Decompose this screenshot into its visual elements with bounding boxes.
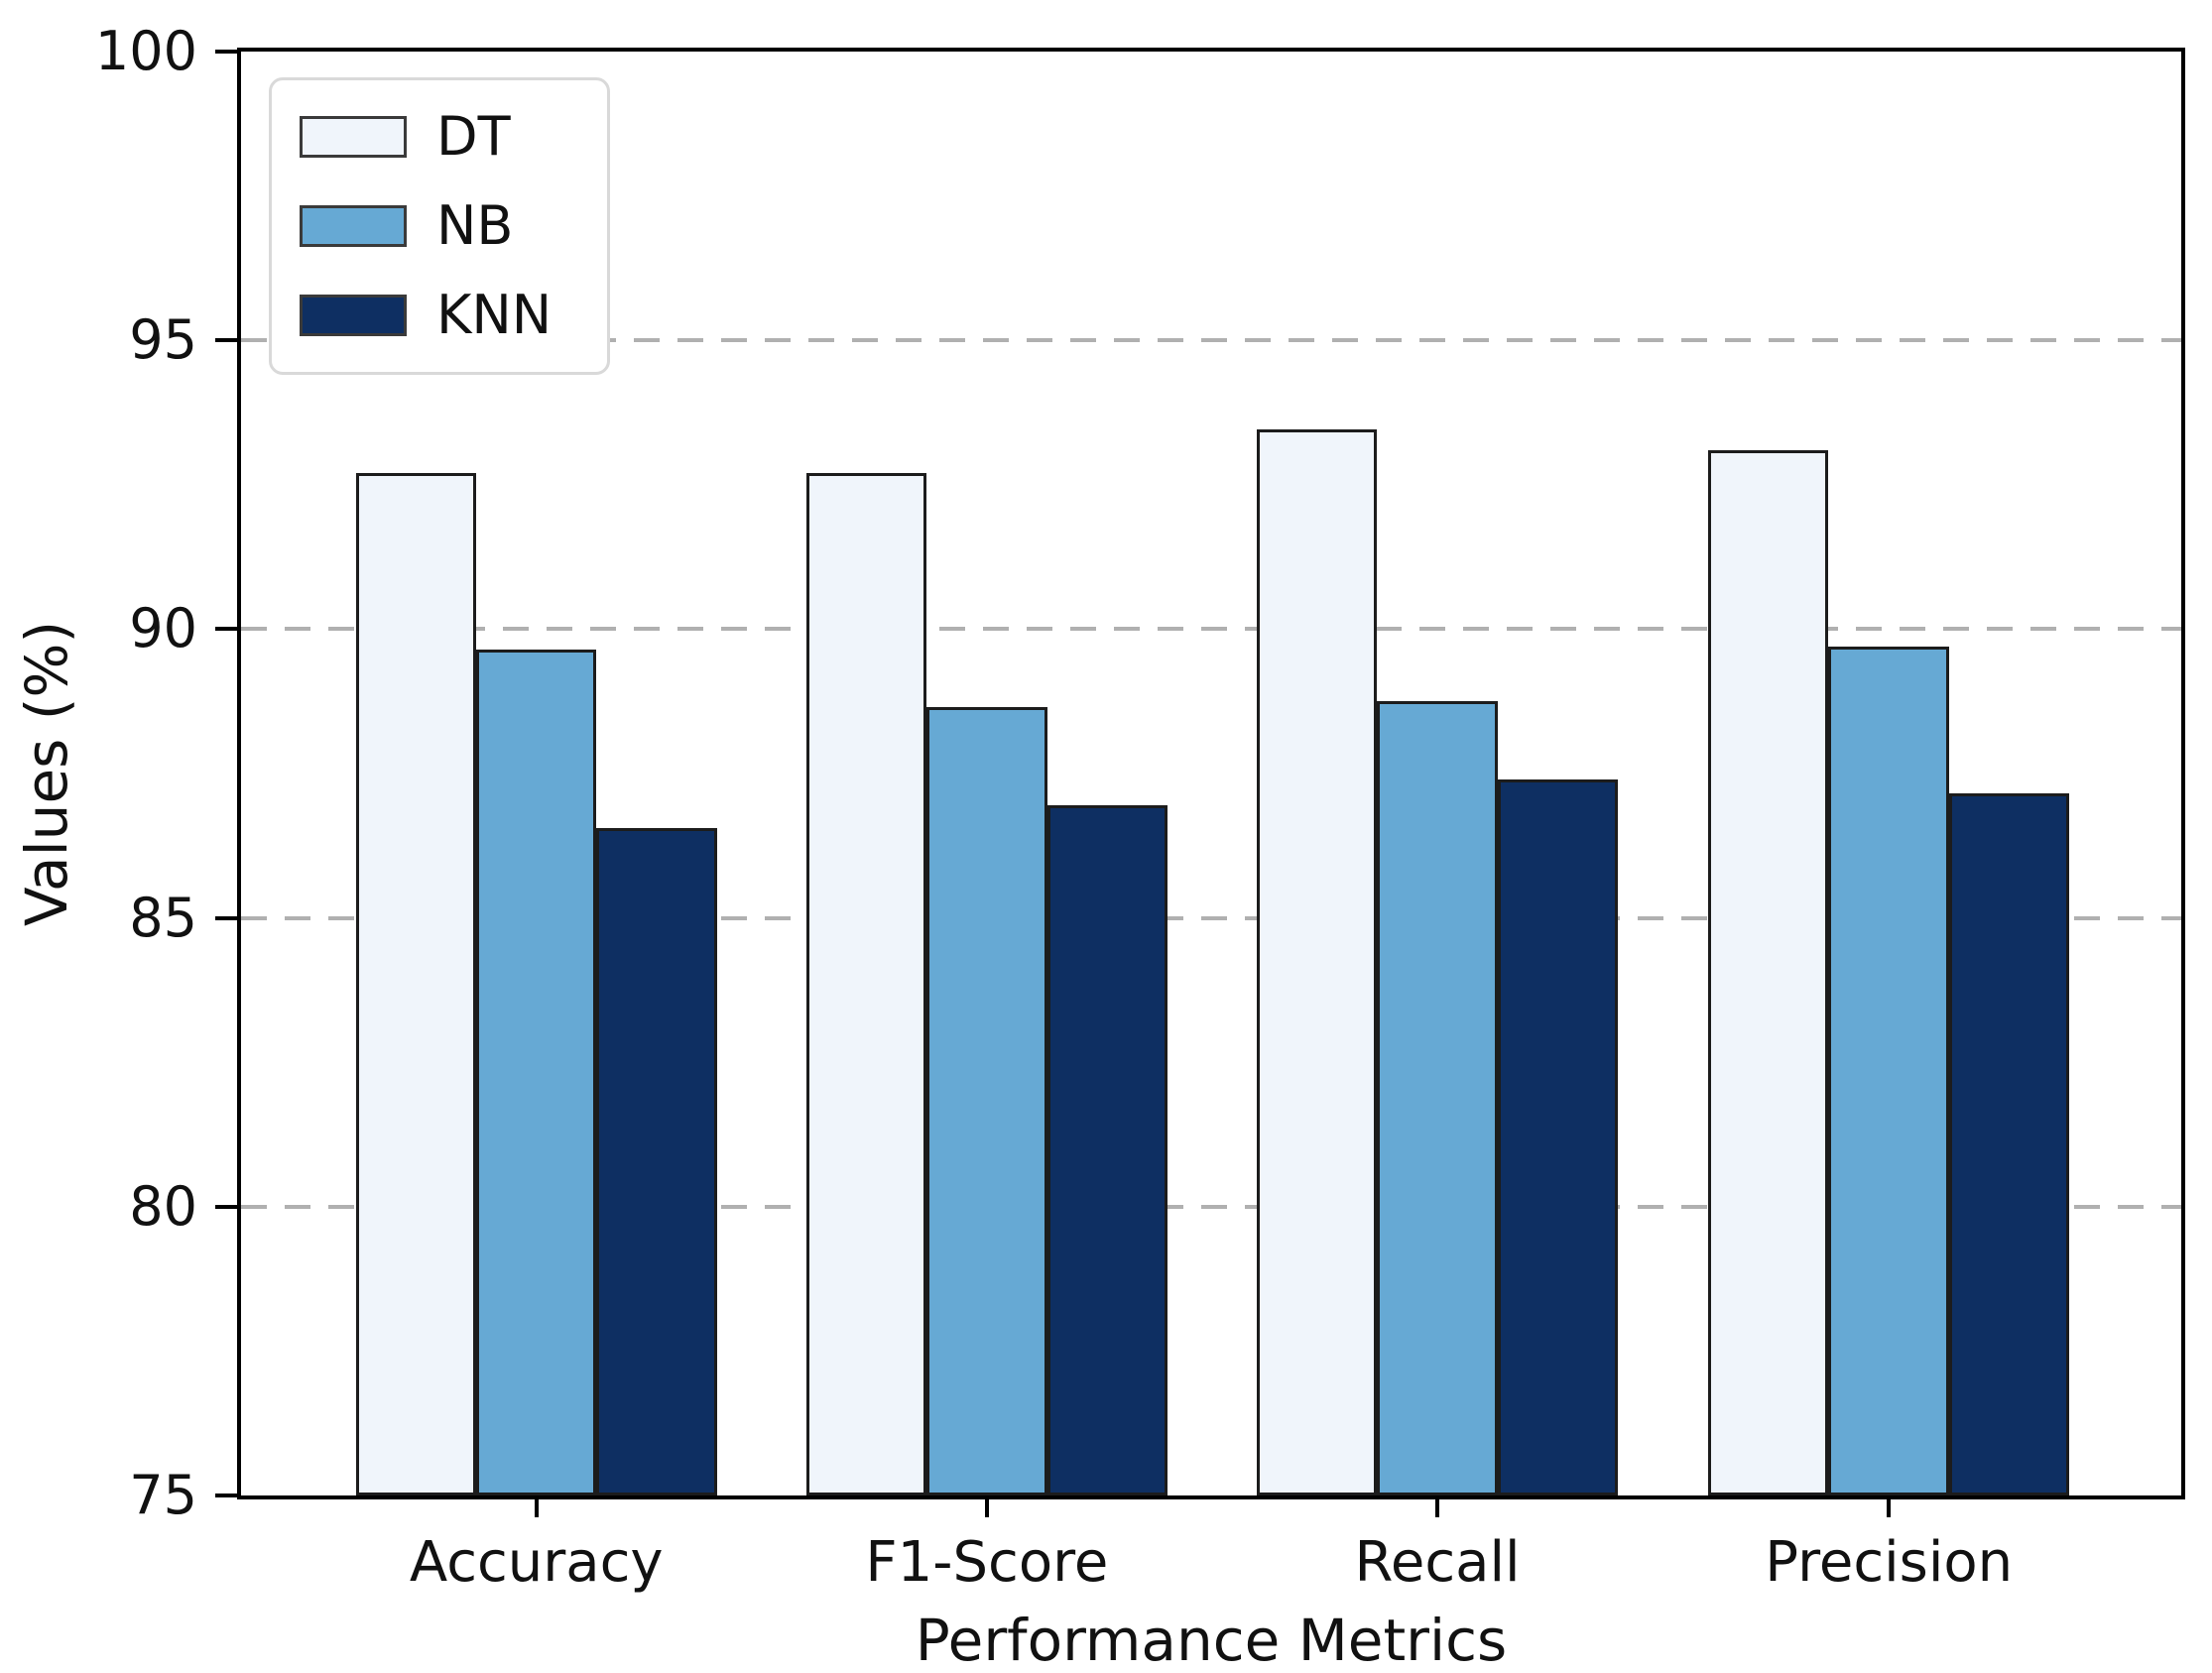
y-tick-80 — [215, 1204, 237, 1209]
legend-item-dt: DT — [300, 110, 552, 164]
y-tick-95 — [215, 338, 237, 343]
y-tick-100 — [215, 50, 237, 54]
legend-item-nb: NB — [300, 199, 552, 253]
bar-nb-precision — [1828, 646, 1949, 1495]
y-tick-label-95: 95 — [129, 308, 197, 372]
y-tick-85 — [215, 915, 237, 920]
x-tick-accuracy — [534, 1495, 539, 1517]
y-gridline-90 — [241, 627, 2181, 632]
x-tick-label-recall: Recall — [1354, 1530, 1521, 1595]
bar-nb-recall — [1377, 701, 1498, 1495]
bar-knn-accuracy — [596, 828, 717, 1495]
legend-label-dt: DT — [436, 105, 511, 168]
y-tick-label-75: 75 — [129, 1464, 197, 1526]
bar-dt-accuracy — [355, 473, 476, 1495]
x-tick-recall — [1435, 1495, 1440, 1517]
x-tick-label-accuracy: Accuracy — [409, 1530, 664, 1595]
x-tick-f1-score — [984, 1495, 989, 1517]
y-tick-label-80: 80 — [129, 1174, 197, 1238]
y-axis-label: Values (%) — [13, 620, 80, 927]
bar-nb-accuracy — [475, 649, 597, 1495]
plot-area: 75 80 85 90 95 100 Accuracy F1-Score Recall Prec… — [13, 25, 2185, 1673]
legend-label-knn: KNN — [436, 284, 553, 346]
y-tick-label-90: 90 — [129, 597, 197, 660]
legend-swatch-nb — [300, 205, 407, 247]
x-tick-label-precision: Precision — [1765, 1530, 2014, 1595]
bar-knn-recall — [1497, 778, 1619, 1495]
y-tick-90 — [215, 627, 237, 632]
y-tick-label-100: 100 — [94, 20, 197, 82]
bar-dt-recall — [1256, 429, 1378, 1495]
x-axis-label: Performance Metrics — [915, 1607, 1508, 1673]
legend: DT NB KNN — [269, 77, 611, 375]
y-tick-label-85: 85 — [129, 886, 197, 949]
bar-dt-f1-score — [805, 473, 927, 1495]
y-tick-75 — [215, 1494, 237, 1497]
bar-knn-f1-score — [1046, 805, 1168, 1495]
y-gridline-80 — [241, 1204, 2181, 1209]
legend-item-knn: KNN — [300, 289, 552, 342]
legend-label-nb: NB — [436, 194, 514, 257]
bar-knn-precision — [1948, 793, 2070, 1495]
legend-swatch-knn — [300, 295, 407, 336]
legend-swatch-dt — [300, 116, 407, 158]
x-tick-precision — [1887, 1495, 1892, 1517]
bar-dt-precision — [1708, 449, 1829, 1495]
y-gridline-85 — [241, 915, 2181, 920]
bar-nb-f1-score — [926, 707, 1047, 1495]
x-tick-label-f1-score: F1-Score — [865, 1530, 1109, 1595]
y-gridline-95 — [241, 338, 2181, 343]
